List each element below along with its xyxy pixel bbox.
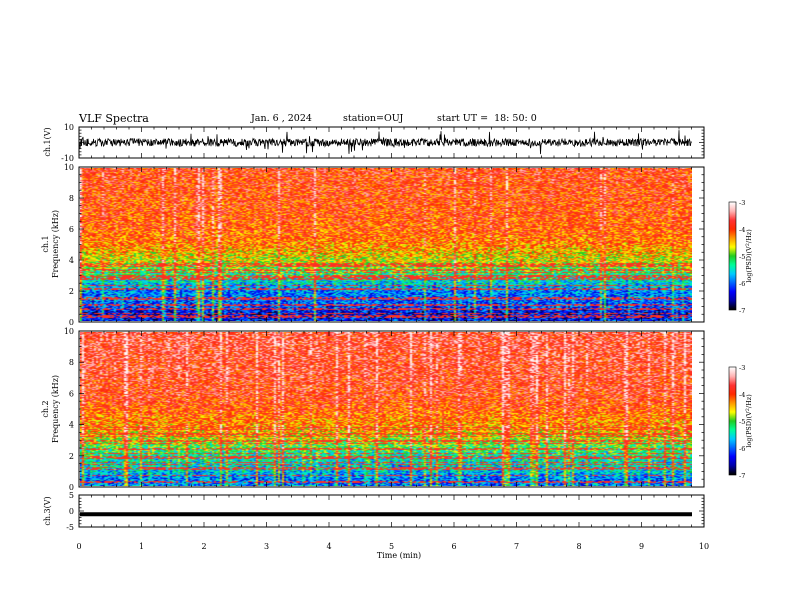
start-time-label: start UT = 18: 50: 0 xyxy=(437,113,537,124)
ch3-waveform-ytick-label: 0 xyxy=(69,507,74,516)
ch3-waveform-ytick-label: 5 xyxy=(69,491,74,500)
ch1-channel-label: ch.1 xyxy=(41,235,50,252)
ch2-spectrogram-ytick-label: 6 xyxy=(69,389,74,398)
time-xtick-label: 5 xyxy=(389,542,394,551)
ch2-channel-label: ch.2 xyxy=(41,400,50,417)
time-xtick-label: 8 xyxy=(576,542,581,551)
ch1-waveform-trace xyxy=(79,130,692,155)
ch1-spectrogram-ytick-label: 2 xyxy=(69,287,74,296)
colorbar-tick-labels: -3 -4 -5 -6 -7 -3 -4 -5 -6 -7 xyxy=(739,199,745,480)
time-xlabel: Time (min) xyxy=(377,551,421,560)
ch1-waveform-ytick-label: 10 xyxy=(64,123,74,132)
ch2-colorbar xyxy=(729,367,736,475)
ch2-spectrogram-ytick-label: 0 xyxy=(69,483,74,492)
time-xtick-label: 9 xyxy=(639,542,644,551)
x-tick-labels: 0 1 2 3 4 5 6 7 8 9 10 xyxy=(76,542,709,551)
time-xtick-label: 7 xyxy=(514,542,519,551)
ch1-frequency-ylabel: Frequency (kHz) xyxy=(51,210,60,278)
ch3-waveform-ytick-label: -5 xyxy=(66,523,74,532)
time-xtick-label: 6 xyxy=(451,542,456,551)
ch2-spectrogram-image xyxy=(80,332,692,486)
ch2-colorbar-tick-label: -3 xyxy=(739,364,745,372)
ch1-colorbar-tick-label: -7 xyxy=(739,307,745,315)
ch1-colorbar xyxy=(729,202,736,310)
ch1-colorbar-label: log(PSD)(V2/Hz) xyxy=(745,229,753,283)
ch1-waveform-ylabel: ch.1(V) xyxy=(43,127,52,156)
ch2-spectrogram-ytick-label: 8 xyxy=(69,358,74,367)
ch1-spectrogram-ytick-label: 8 xyxy=(69,194,74,203)
time-xtick-label: 10 xyxy=(699,542,709,551)
time-xtick-label: 3 xyxy=(264,542,269,551)
ch1-spectrogram-ytick-label: 4 xyxy=(69,256,74,265)
ch2-spectrogram-ytick-label: 10 xyxy=(64,327,74,336)
ch1-spectrogram-ytick-label: 10 xyxy=(64,163,74,172)
time-xtick-label: 1 xyxy=(139,542,144,551)
ch2-colorbar-tick-label: -6 xyxy=(739,445,745,453)
ch1-spectrogram-ytick-label: 6 xyxy=(69,225,74,234)
ch1-colorbar-tick-label: -3 xyxy=(739,199,745,207)
ch1-colorbar-tick-label: -4 xyxy=(739,226,745,234)
ch1-spectrogram-image xyxy=(80,168,692,321)
ch2-colorbar-tick-label: -7 xyxy=(739,472,745,480)
ch2-colorbar-label: log(PSD)(V2/Hz) xyxy=(745,394,753,448)
time-xtick-label: 0 xyxy=(76,542,81,551)
time-xtick-label: 2 xyxy=(201,542,206,551)
ch3-waveform-ylabel: ch.3(V) xyxy=(43,496,52,525)
ch2-frequency-ylabel: Frequency (kHz) xyxy=(51,375,60,443)
time-xtick-label: 4 xyxy=(326,542,331,551)
date-label: Jan. 6 , 2024 xyxy=(251,113,312,124)
ch2-colorbar-tick-label: -4 xyxy=(739,391,745,399)
ch2-spectrogram-ytick-label: 2 xyxy=(69,452,74,461)
ch1-colorbar-tick-label: -6 xyxy=(739,280,745,288)
figure-title: VLF Spectra xyxy=(79,112,149,125)
ch1-spectrogram-ytick-label: 0 xyxy=(69,318,74,327)
ch2-spectrogram-ytick-label: 4 xyxy=(69,421,74,430)
ch2-colorbar-tick-label: -5 xyxy=(739,418,745,426)
station-label: station=OUJ xyxy=(343,113,404,124)
ch1-waveform-ytick-label: -10 xyxy=(61,154,74,163)
axis-ticks xyxy=(78,126,705,528)
ch1-colorbar-tick-label: -5 xyxy=(739,253,745,261)
